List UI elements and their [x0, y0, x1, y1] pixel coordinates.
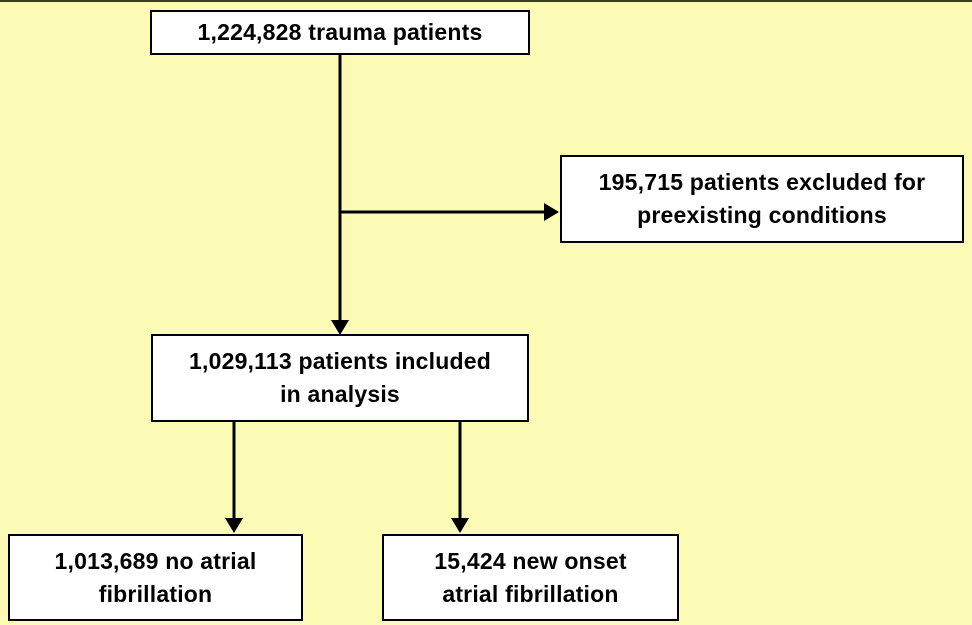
box-included-line2: in analysis	[280, 381, 400, 407]
box-included-line1: 1,029,113 patients included	[189, 348, 491, 374]
arrow-trauma-to-included	[331, 54, 349, 335]
box-no-af-line2: fibrillation	[98, 580, 213, 607]
box-no-af-line1: 1,013,689 no atrial	[54, 547, 257, 574]
box-no-atrial-fibrillation: 1,013,689 no atrial fibrillation	[8, 534, 303, 621]
arrow-to-no-af	[225, 422, 243, 533]
box-excluded-patients: 195,715 patients excluded for preexistin…	[560, 155, 964, 243]
box-included-patients: 1,029,113 patients included in analysis	[151, 334, 529, 422]
box-trauma-patients-line1: 1,224,828 trauma patients	[197, 19, 483, 45]
arrow-to-excluded	[340, 203, 559, 221]
arrow-to-new-af	[451, 422, 469, 533]
box-trauma-patients: 1,224,828 trauma patients	[150, 10, 530, 55]
box-new-onset-atrial-fibrillation: 15,424 new onset atrial fibrillation	[382, 534, 679, 621]
box-excluded-line2: preexisting conditions	[637, 202, 887, 228]
box-excluded-line1: 195,715 patients excluded for	[598, 169, 926, 195]
box-new-af-line2: atrial fibrillation	[442, 580, 619, 607]
box-new-af-line1: 15,424 new onset	[434, 547, 627, 574]
